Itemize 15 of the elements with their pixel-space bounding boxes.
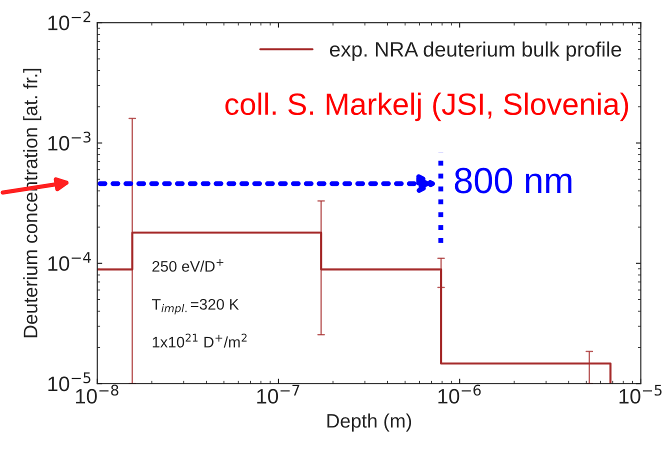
x-tick-label: 10$^{−5}$ bbox=[620, 384, 662, 404]
annotation: coll. S. Markelj (JSI, Slovenia) bbox=[225, 92, 628, 122]
annotation: T$_{impl.}$=320 K bbox=[152, 298, 239, 314]
x-tick-label: 10$^{−7}$ bbox=[257, 384, 300, 404]
x-axis-title: Depth (m) bbox=[327, 413, 412, 432]
y-tick-label: 10$^{−3}$ bbox=[48, 132, 91, 151]
x-tick-label: 10$^{−6}$ bbox=[438, 384, 481, 404]
y-axis-title: Deuterium concentration [at. fr.] bbox=[23, 68, 42, 338]
annotation: 800 nm bbox=[454, 168, 572, 194]
annotation: 1x10$^{21}$ D$^{+}$/m$^{2}$ bbox=[152, 334, 247, 348]
legend-label: exp. NRA deuterium bulk profile bbox=[330, 41, 622, 61]
x-tick-label: 10$^{−8}$ bbox=[76, 384, 118, 404]
y-tick-label: 10$^{−4}$ bbox=[48, 252, 91, 271]
annotation: 250 eV/D$^{+}$ bbox=[152, 259, 224, 272]
y-tick-label: 10$^{−2}$ bbox=[48, 11, 90, 30]
